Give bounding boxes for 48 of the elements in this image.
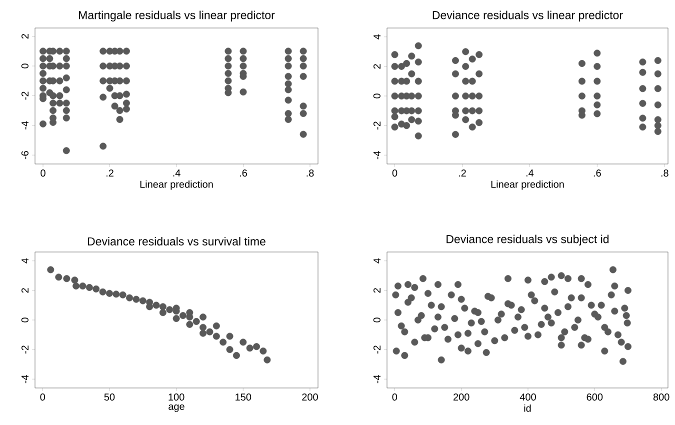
chart-title: Deviance residuals vs linear predictor (432, 10, 623, 22)
x-tick-label: .8 (306, 170, 314, 177)
x-tick-label: 200 (302, 394, 318, 401)
chart-title: Deviance residuals vs subject id (446, 234, 609, 246)
y-tick-label: -6 (21, 151, 28, 160)
y-tick-label: 0 (21, 64, 28, 68)
x-tick-label: 600 (586, 394, 603, 401)
y-tick-label: 0 (21, 318, 28, 322)
x-tick-label: 0 (40, 394, 46, 401)
x-tick-label: .4 (526, 170, 534, 176)
x-axis-title: Linear prediction (491, 180, 564, 190)
y-tick-label: -4 (374, 150, 380, 160)
x-tick-label: .8 (661, 170, 668, 177)
y-tick-label: 4 (22, 258, 28, 264)
x-tick-label: 0 (392, 394, 398, 401)
x-tick-label: 200 (453, 394, 470, 401)
y-tick-label: 2 (373, 288, 380, 293)
y-tick-label: -4 (374, 374, 380, 384)
y-tick-label: -2 (21, 92, 28, 100)
x-tick-label: 100 (168, 394, 184, 401)
x-tick-label: .6 (240, 170, 247, 177)
y-tick-label: 2 (373, 64, 380, 69)
x-axis-title: age (168, 404, 184, 412)
x-tick-label: .2 (458, 170, 466, 177)
x-tick-label: .2 (106, 170, 114, 177)
x-tick-label: 400 (520, 394, 536, 401)
x-tick-label: .4 (173, 170, 180, 176)
y-tick-label: -2 (21, 346, 28, 354)
y-tick-label: -2 (373, 346, 380, 354)
chart-title: Deviance residuals vs survival time (88, 237, 266, 246)
x-tick-label: .6 (594, 170, 601, 177)
y-tick-label: 4 (374, 258, 380, 264)
x-axis-title: id (524, 404, 531, 412)
x-axis-title: Linear prediction (140, 180, 213, 190)
x-tick-label: 50 (104, 394, 115, 401)
chart-title: Martingale residuals vs linear predictor (79, 10, 275, 22)
x-tick-label: 0 (392, 170, 398, 177)
x-tick-label: 150 (236, 394, 252, 401)
y-tick-label: 0 (373, 318, 380, 322)
y-tick-label: 4 (374, 34, 380, 40)
y-tick-label: -2 (373, 122, 380, 130)
y-tick-label: 2 (21, 34, 28, 39)
x-tick-label: 800 (653, 394, 670, 401)
y-tick-label: -4 (22, 121, 28, 130)
y-tick-label: 2 (21, 288, 28, 293)
y-tick-label: 0 (373, 94, 380, 98)
y-tick-label: -4 (22, 374, 28, 384)
x-tick-label: 0 (40, 170, 46, 177)
